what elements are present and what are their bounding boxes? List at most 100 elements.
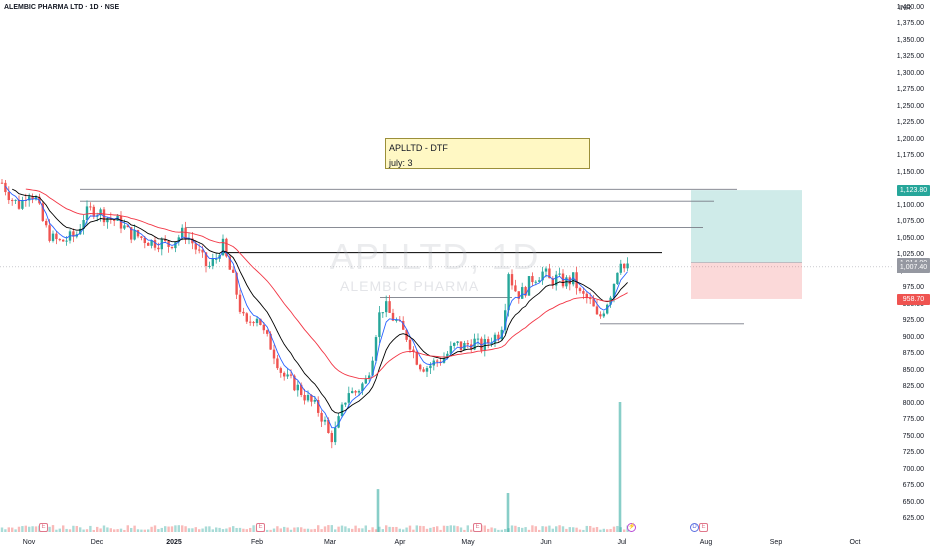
dividend-marker[interactable]: D: [690, 523, 699, 532]
candle-body: [201, 249, 204, 253]
volume-bar: [0, 527, 4, 532]
ema-slow-line: [11, 188, 628, 414]
candle-body: [548, 268, 551, 279]
volume-bar: [218, 527, 221, 532]
candle-body: [276, 358, 279, 369]
volume-bar: [51, 525, 55, 532]
volume-bar: [592, 527, 595, 532]
price-axis-label: 1,300.00: [896, 69, 924, 77]
volume-bar: [89, 525, 92, 532]
candle-body: [184, 227, 187, 240]
volume-bar: [296, 527, 299, 532]
volume-bar: [310, 529, 313, 532]
volume-bar: [534, 526, 537, 532]
candle-body: [150, 240, 153, 246]
volume-bar: [483, 525, 486, 532]
volume-bar: [561, 526, 565, 532]
volume-bar: [493, 528, 497, 532]
candle-body: [147, 243, 150, 246]
volume-bar: [58, 528, 61, 532]
candle-body: [459, 341, 463, 351]
candle-body: [259, 318, 262, 325]
volume-bar: [136, 529, 140, 532]
time-axis-label: Dec: [90, 539, 104, 546]
candle-body: [198, 249, 201, 251]
symbol-title[interactable]: ALEMBIC PHARMA LTD · 1D · NSE: [4, 4, 120, 11]
volume-bar: [544, 526, 548, 532]
volume-bar: [558, 525, 561, 532]
volume-bar: [147, 529, 150, 532]
volume-bar: [4, 529, 7, 532]
candle-body: [249, 321, 252, 323]
volume-bar: [323, 526, 327, 532]
volume-bar: [439, 529, 442, 532]
volume-bar: [500, 529, 503, 532]
volume-bar: [225, 528, 228, 532]
volume-bar: [279, 528, 282, 532]
volume-bar: [541, 526, 544, 532]
volume-bar: [572, 527, 575, 532]
candle-body: [599, 314, 602, 317]
earnings-marker[interactable]: E: [39, 523, 48, 532]
volume-bar: [623, 529, 626, 532]
volume-bar: [442, 525, 446, 532]
candle-body: [177, 237, 180, 243]
text-note-annotation[interactable]: APLLTD - DTF july: 3: [385, 138, 590, 169]
ema-fast-line: [5, 185, 628, 429]
volume-bar: [585, 525, 588, 532]
candle-body: [493, 334, 497, 343]
candle-body: [483, 339, 486, 351]
candle-body: [466, 342, 469, 345]
candle-body: [317, 399, 320, 413]
volume-bar: [55, 529, 58, 532]
volume-bar: [24, 525, 27, 532]
candle-body: [395, 319, 398, 321]
candle-body: [252, 322, 255, 324]
candle-body: [300, 384, 303, 395]
time-axis-label: Oct: [849, 539, 861, 546]
volume-bar: [456, 526, 459, 532]
price-axis-label: 675.00: [902, 482, 924, 490]
volume-bar: [538, 529, 541, 532]
candle-body: [527, 276, 531, 296]
candle-body: [334, 427, 337, 443]
candle-body: [476, 338, 480, 340]
candle-body: [266, 330, 269, 334]
volume-bar: [167, 526, 170, 532]
volume-bar: [551, 528, 554, 532]
candle-body: [517, 291, 520, 299]
candle-body: [181, 227, 184, 238]
price-axis-label: 1,100.00: [896, 201, 924, 209]
symbol-watermark: APLLTD, 1D: [330, 236, 540, 277]
volume-bar: [126, 525, 129, 532]
price-axis-label: 1,050.00: [896, 234, 924, 242]
candle-body: [368, 375, 371, 379]
split-marker[interactable]: ⚡: [627, 523, 636, 532]
candle-body: [504, 310, 507, 330]
volume-bar: [412, 529, 415, 532]
candle-body: [106, 218, 109, 223]
candle-body: [140, 236, 143, 238]
earnings-marker[interactable]: E: [256, 523, 265, 532]
candle-body: [361, 383, 364, 392]
candle-body: [65, 240, 68, 242]
candle-body: [51, 233, 55, 241]
volume-bar: [232, 526, 235, 532]
volume-bar: [514, 525, 517, 532]
candle-body: [619, 263, 622, 273]
earnings-marker[interactable]: E: [699, 523, 708, 532]
volume-bar: [228, 527, 231, 532]
candle-body: [551, 278, 554, 286]
candle-body: [626, 263, 629, 269]
volume-bar: [402, 529, 405, 532]
volume-bar: [606, 529, 609, 532]
earnings-marker[interactable]: E: [473, 523, 482, 532]
price-axis-label: 1,225.00: [896, 119, 924, 127]
candle-body: [589, 298, 592, 300]
volume-bar: [245, 529, 248, 532]
candle-body: [623, 263, 626, 269]
volume-bar: [405, 527, 408, 532]
candle-body: [215, 258, 218, 260]
